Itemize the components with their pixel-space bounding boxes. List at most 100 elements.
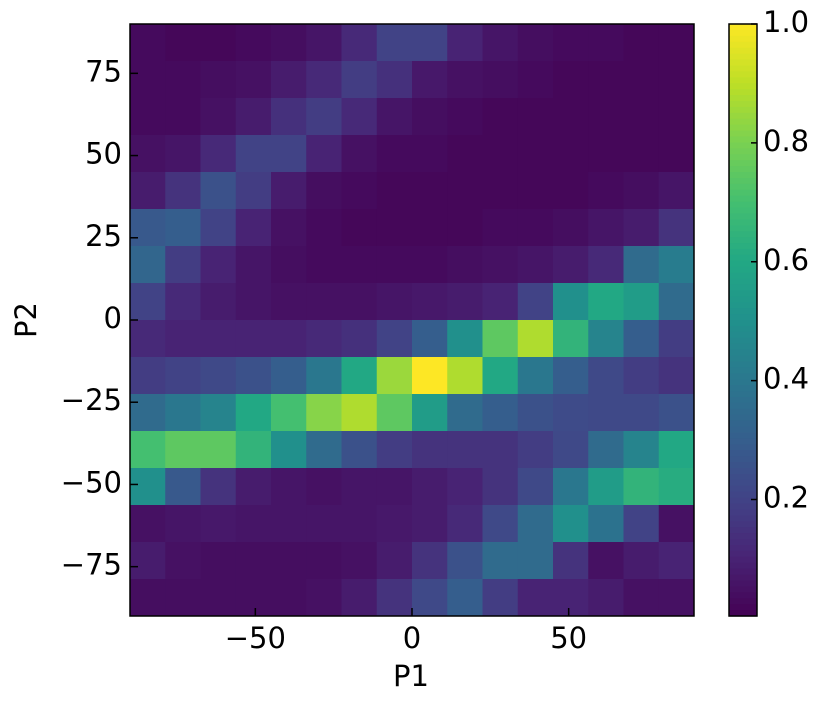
colorbar-segment bbox=[729, 106, 757, 114]
heatmap-cell bbox=[271, 172, 307, 210]
heatmap-cell bbox=[517, 357, 554, 395]
heatmap-cell bbox=[271, 357, 307, 395]
heatmap-cell bbox=[553, 98, 589, 136]
y-axis-label: P2 bbox=[9, 302, 43, 338]
heatmap-cell bbox=[271, 283, 307, 321]
colorbar-segment bbox=[729, 254, 757, 262]
heatmap-cell bbox=[235, 468, 272, 506]
colorbar-segment bbox=[729, 29, 757, 37]
heatmap-cell bbox=[517, 98, 554, 136]
heatmap-cell bbox=[412, 394, 448, 432]
heatmap-cell bbox=[165, 431, 201, 469]
heatmap-cell bbox=[482, 24, 519, 62]
heatmap-cell bbox=[588, 61, 624, 99]
heatmap-cell bbox=[447, 24, 483, 62]
heatmap-cell bbox=[165, 135, 201, 173]
colorbar-segment bbox=[729, 391, 757, 398]
heatmap-cell bbox=[376, 172, 413, 210]
heatmap-cell bbox=[517, 283, 554, 321]
heatmap-cell bbox=[588, 98, 624, 136]
heatmap-cell bbox=[412, 209, 448, 247]
heatmap-cell bbox=[623, 135, 660, 173]
heatmap-cell bbox=[306, 357, 342, 395]
colorbar-segment bbox=[729, 509, 757, 516]
colorbar-segment bbox=[729, 166, 757, 173]
heatmap-cell bbox=[588, 542, 624, 580]
heatmap-cell bbox=[412, 468, 448, 506]
heatmap-cell bbox=[165, 468, 201, 506]
heatmap-cell bbox=[482, 431, 519, 469]
heatmap-cell bbox=[447, 135, 483, 173]
heatmap-cell bbox=[165, 172, 201, 210]
colorbar-segment bbox=[729, 491, 757, 499]
heatmap-cell bbox=[588, 357, 624, 395]
heatmap-cell bbox=[341, 135, 378, 173]
colorbar-segment bbox=[729, 426, 757, 434]
heatmap-cell bbox=[306, 320, 342, 358]
heatmap-cell bbox=[623, 468, 660, 506]
heatmap-cell bbox=[658, 394, 695, 432]
colorbar-segment bbox=[729, 248, 757, 256]
colorbar-segment bbox=[729, 325, 757, 333]
heatmap-cell bbox=[306, 579, 342, 617]
heatmap-cell bbox=[200, 320, 237, 358]
colorbar-segment bbox=[729, 414, 757, 422]
heatmap-cell bbox=[658, 320, 695, 358]
heatmap-cell bbox=[447, 542, 483, 580]
colorbar-segment bbox=[729, 379, 757, 386]
heatmap-cell bbox=[412, 579, 448, 617]
heatmap-cell bbox=[341, 320, 378, 358]
heatmap-cell bbox=[658, 468, 695, 506]
heatmap-cell bbox=[447, 468, 483, 506]
colorbar-segment bbox=[729, 586, 757, 593]
colorbar-segment bbox=[729, 77, 757, 84]
heatmap-cell bbox=[306, 431, 342, 469]
heatmap-cell bbox=[658, 209, 695, 247]
colorbar-segment bbox=[729, 53, 757, 61]
colorbar-segment bbox=[729, 479, 757, 487]
colorbar-segment bbox=[729, 556, 757, 564]
heatmap-cell bbox=[412, 283, 448, 321]
colorbar-segment bbox=[729, 118, 757, 126]
colorbar-tick-label: 0.8 bbox=[763, 124, 809, 158]
heatmap-cell bbox=[553, 505, 589, 543]
heatmap-cell bbox=[376, 505, 413, 543]
heatmap-cell bbox=[412, 431, 448, 469]
heatmap-cell bbox=[376, 135, 413, 173]
heatmap-cell bbox=[553, 283, 589, 321]
heatmap-cell bbox=[623, 61, 660, 99]
heatmap-cell bbox=[130, 135, 166, 173]
heatmap-cell bbox=[306, 542, 342, 580]
heatmap-cell bbox=[271, 542, 307, 580]
heatmap-cell bbox=[658, 542, 695, 580]
colorbar-segment bbox=[729, 420, 757, 428]
heatmap-cell bbox=[588, 24, 624, 62]
heatmap-cell bbox=[517, 320, 554, 358]
colorbar-tick-label: 1.0 bbox=[763, 5, 809, 39]
heatmap-cell bbox=[482, 172, 519, 210]
heatmap-cell bbox=[412, 61, 448, 99]
heatmap-cell bbox=[623, 209, 660, 247]
heatmap-cell bbox=[623, 505, 660, 543]
colorbar-segment bbox=[729, 373, 757, 380]
heatmap-cell bbox=[271, 320, 307, 358]
heatmap-cell bbox=[623, 98, 660, 136]
colorbar-segment bbox=[729, 172, 757, 179]
heatmap-cell bbox=[553, 246, 589, 284]
heatmap-cell bbox=[235, 431, 272, 469]
heatmap-cell bbox=[482, 98, 519, 136]
heatmap-cell bbox=[271, 246, 307, 284]
heatmap-cell bbox=[306, 468, 342, 506]
heatmap-cell bbox=[447, 98, 483, 136]
heatmap-cell bbox=[412, 246, 448, 284]
heatmap-cell bbox=[341, 468, 378, 506]
heatmap-cell bbox=[165, 542, 201, 580]
colorbar-segment bbox=[729, 237, 757, 244]
colorbar-segment bbox=[729, 456, 757, 463]
colorbar-segment bbox=[729, 610, 757, 617]
heatmap-cell bbox=[482, 283, 519, 321]
colorbar-segment bbox=[729, 562, 757, 570]
heatmap-cell bbox=[306, 283, 342, 321]
heatmap-cell bbox=[130, 357, 166, 395]
colorbar-segment bbox=[729, 136, 757, 143]
